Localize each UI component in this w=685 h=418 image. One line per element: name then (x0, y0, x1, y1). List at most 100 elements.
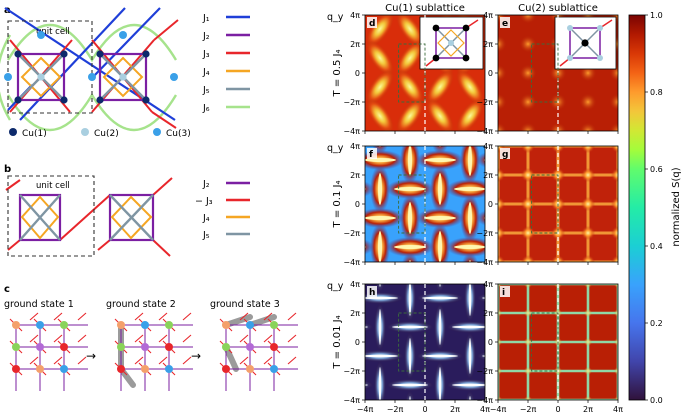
y-tick-label: 0 (488, 338, 493, 347)
spin-site (117, 365, 125, 373)
intensity-spot (498, 168, 505, 182)
intensity-streak-core (469, 396, 471, 400)
y-tick-label: 2π (483, 309, 493, 318)
panel-letter-bg-f (367, 148, 377, 159)
intensity-blob (456, 69, 484, 105)
intensity-streak-core (424, 274, 456, 278)
zone-box-e (531, 43, 559, 103)
intensity-streak-core (468, 146, 472, 176)
zone-box-d (398, 43, 426, 103)
intensity-spot (519, 15, 537, 24)
intensity-streak-core (452, 268, 488, 270)
bond (287, 334, 297, 343)
intensity-streak-core (438, 367, 442, 400)
intensity-spot (524, 338, 532, 346)
bond (263, 312, 273, 321)
intensity-streak-core (392, 268, 428, 270)
intensity-streak (401, 252, 419, 262)
legend-j6: J₆ (202, 103, 210, 114)
panel-letter-c: c (4, 284, 10, 295)
legend-b-j5: J₅ (202, 230, 210, 241)
intensity-streak (465, 390, 475, 400)
y-tick-label: 2π (483, 40, 493, 49)
bond (29, 312, 39, 321)
bond (53, 334, 63, 343)
col-title-cu1: Cu(1) sublattice (385, 3, 465, 14)
bond (158, 356, 168, 365)
x-tick-label: 0 (422, 405, 427, 414)
zone-box-h (398, 312, 426, 372)
intensity-spot (524, 284, 532, 288)
colorbar-tick-label: 0.4 (650, 242, 663, 251)
intensity-streak (365, 239, 374, 255)
map-f (356, 146, 485, 286)
panel-a: a (0, 5, 250, 139)
bond (239, 312, 249, 321)
intensity-streak-core (424, 216, 456, 220)
y-tick-label: −4π (343, 396, 360, 405)
intensity-streak-core (468, 284, 472, 316)
spin-site (270, 365, 278, 373)
intensity-streak-core (408, 202, 412, 234)
y-tick-label: 0 (488, 69, 493, 78)
intensity-streak-core (365, 246, 366, 248)
row-label-t05: T = 0.5 J₄ (332, 50, 343, 98)
intensity-spot (498, 93, 507, 111)
spin-site (222, 343, 230, 351)
unit-cell-label-b: unit cell (36, 181, 70, 191)
bond (53, 312, 63, 321)
panel-letter-bg-i (500, 286, 510, 297)
zone-box-f (398, 174, 426, 234)
intensity-streak-core (378, 367, 382, 400)
intensity-streak-core (482, 355, 485, 357)
colorbar-gradient (628, 14, 646, 401)
spin-site (36, 321, 44, 329)
legend-j5: J₅ (202, 85, 210, 96)
intensity-blob (366, 40, 394, 76)
map-axes: d4π2π0−2π−4πq_ye4π2π0−2π−4πf4π2π0−2π−4πq… (327, 11, 623, 418)
x-tick-label: 0 (555, 405, 560, 414)
intensity-spot (524, 396, 532, 400)
highlight-path (223, 344, 239, 372)
intensity-streak-core (394, 245, 426, 249)
ground-state-1-label: ground state 1 (4, 299, 74, 310)
intensity-streak-core (438, 231, 442, 262)
panel-b: b unit cell J₂ − J₃ J₄ J₅ (4, 164, 250, 257)
intensity-spot (519, 64, 537, 82)
intensity-streak (476, 293, 485, 303)
j2-square-b2 (108, 193, 155, 242)
intensity-streak-core (408, 338, 412, 374)
intensity-spot (581, 168, 595, 182)
intensity-blob (366, 69, 394, 105)
intensity-spot (519, 122, 537, 131)
intensity-streak-core (365, 158, 396, 162)
intensity-streak-core (408, 146, 412, 176)
spin-site (60, 321, 68, 329)
intensity-blob (366, 15, 394, 47)
intensity-spot (611, 226, 618, 240)
intensity-streak-core (408, 284, 412, 316)
intensity-blob (366, 98, 394, 131)
j-legend-a: J₁ J₂ J₃ J₄ J₅ J₆ (202, 13, 250, 114)
intensity-blob (396, 40, 424, 76)
inset-e (554, 16, 617, 70)
intensity-streak-core (365, 326, 368, 328)
intensity-streak (365, 380, 374, 390)
bond (77, 356, 87, 365)
intensity-streak-core (365, 296, 398, 300)
y-tick-label: −4π (476, 396, 493, 405)
colorbar: 1.0 0.8 0.6 0.4 0.2 0.0 normalized S(q) (628, 11, 682, 405)
y-tick-label: −4π (343, 127, 360, 136)
panel-letter-d: d (369, 19, 375, 29)
intensity-spot (581, 146, 595, 153)
intensity-streak (356, 266, 404, 286)
spin-site (141, 321, 149, 329)
spin-site (12, 343, 20, 351)
intensity-spot (609, 93, 618, 111)
legend-b-j2: J₂ (202, 179, 210, 190)
intensity-spot (609, 122, 618, 131)
spin-site (165, 365, 173, 373)
intensity-streak (476, 152, 485, 168)
intensity-streak (405, 390, 415, 400)
intensity-streak-core (422, 354, 458, 358)
